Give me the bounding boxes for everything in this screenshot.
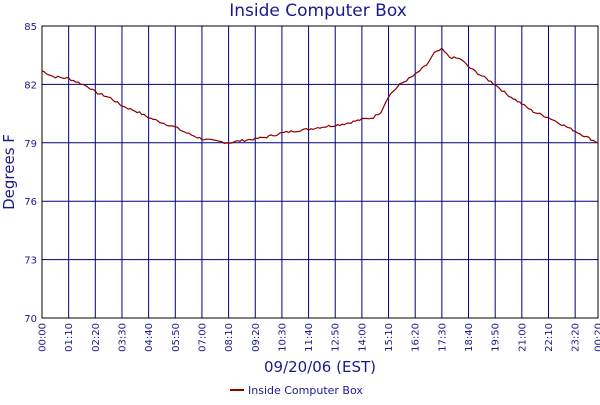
x-tick-label: 22:10 xyxy=(544,323,555,352)
y-tick-label: 79 xyxy=(24,139,37,150)
chart-title: Inside Computer Box xyxy=(229,1,407,21)
x-axis-label: 09/20/06 (EST) xyxy=(264,358,376,376)
x-tick-label: 00:20 xyxy=(594,323,600,352)
legend-label: Inside Computer Box xyxy=(248,384,363,397)
series-line-inside-computer-box xyxy=(42,48,598,143)
x-tick-label: 11:40 xyxy=(304,323,315,352)
x-tick-label: 23:20 xyxy=(571,323,582,352)
y-tick-label: 82 xyxy=(24,80,37,91)
plot-frame xyxy=(42,26,598,318)
x-tick-label: 08:10 xyxy=(224,323,235,352)
x-tick-label: 17:30 xyxy=(437,323,448,352)
y-tick-label: 73 xyxy=(24,256,37,267)
x-tick-label: 12:50 xyxy=(331,323,342,352)
y-tick-label: 70 xyxy=(24,314,37,325)
x-tick-label: 03:30 xyxy=(117,323,128,352)
x-tick-label: 09:20 xyxy=(251,323,262,352)
x-tick-label: 05:50 xyxy=(171,323,182,352)
x-tick-label: 04:40 xyxy=(144,323,155,352)
x-tick-label: 19:50 xyxy=(491,323,502,352)
x-tick-label: 18:40 xyxy=(464,323,475,352)
x-tick-label: 07:00 xyxy=(197,323,208,352)
x-tick-label: 00:00 xyxy=(38,323,49,352)
x-tick-label: 15:10 xyxy=(384,323,395,352)
x-tick-label: 21:00 xyxy=(517,323,528,352)
x-tick-labels: 00:00 01:10 02:20 03:30 04:40 05:50 07:00 08:10… xyxy=(38,323,600,352)
x-tick-label: 02:20 xyxy=(91,323,102,352)
x-tick-label: 10:30 xyxy=(277,323,288,352)
x-tick-label: 16:20 xyxy=(411,323,422,352)
x-tick-label: 01:10 xyxy=(64,323,75,352)
legend: Inside Computer Box xyxy=(230,384,363,397)
x-tick-label: 14:00 xyxy=(357,323,368,352)
y-tick-label: 76 xyxy=(24,197,37,208)
y-tick-label: 85 xyxy=(24,22,37,33)
grid xyxy=(42,26,598,318)
y-axis-label: Degrees F xyxy=(0,134,18,210)
y-tick-labels: 70 73 76 79 82 85 xyxy=(24,22,37,325)
